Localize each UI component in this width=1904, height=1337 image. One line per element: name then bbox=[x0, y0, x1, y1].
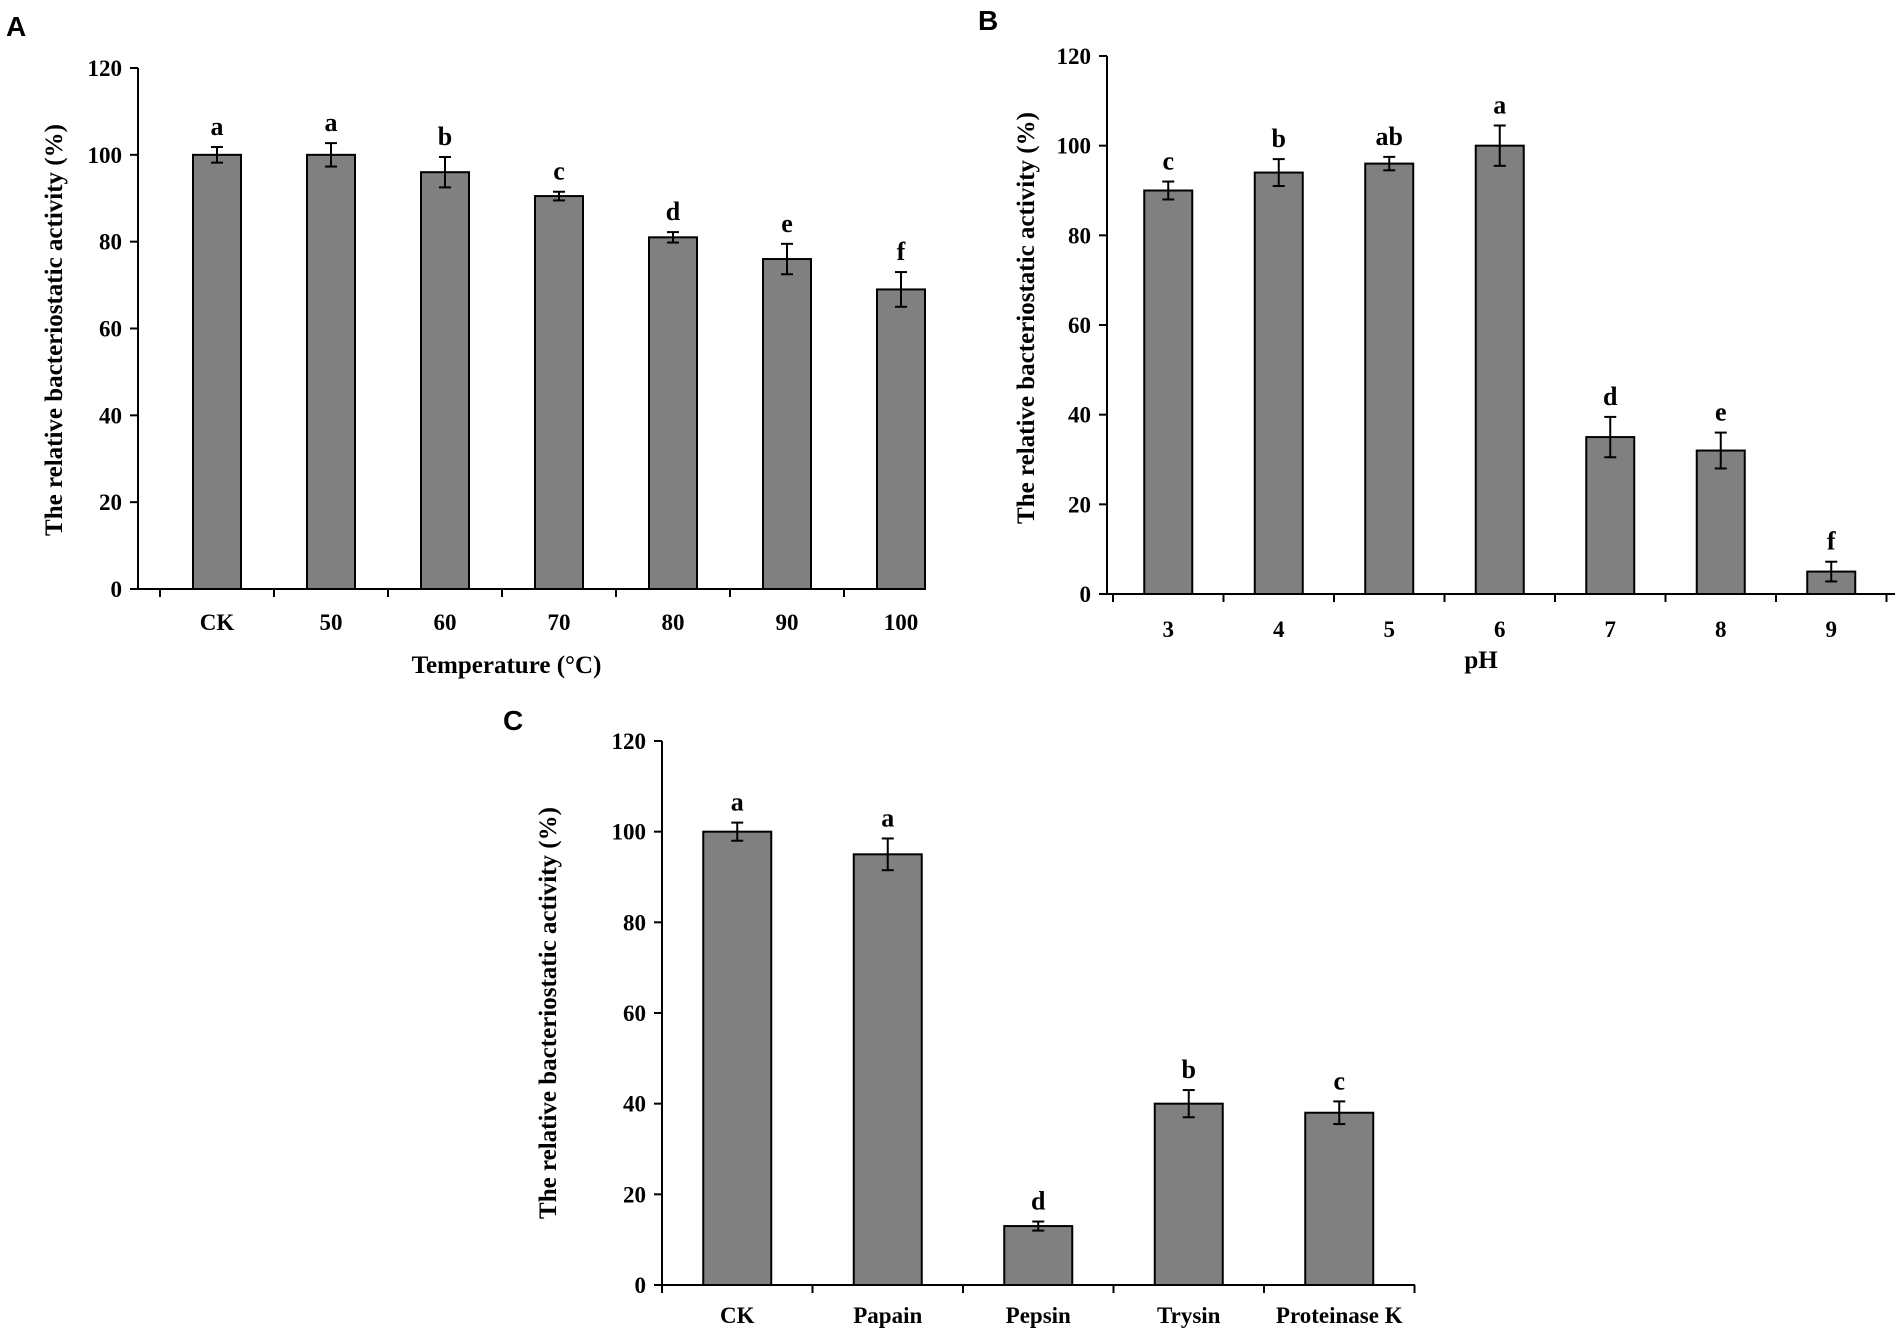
panel-a-x-tick-label: 100 bbox=[884, 610, 919, 635]
panel-b-y-tick-label: 100 bbox=[1057, 134, 1092, 159]
panel-c-bar bbox=[1003, 1225, 1074, 1286]
panel-c-significance-label: b bbox=[1182, 1055, 1196, 1084]
panel-c-x-tick-label: Proteinase K bbox=[1276, 1303, 1403, 1328]
panel-a-bar bbox=[306, 153, 356, 590]
panel-c-x-tick-label: Pepsin bbox=[1006, 1303, 1071, 1328]
panel-a-x-tick-label: 60 bbox=[434, 610, 457, 635]
panel-a-significance-label: e bbox=[781, 209, 793, 238]
panel-c-x-tick-label: Papain bbox=[853, 1303, 922, 1328]
panel-a-significance-label: f bbox=[897, 237, 906, 266]
panel-c-y-tick-label: 80 bbox=[623, 910, 646, 935]
panel-a-x-axis-title: Temperature (°C) bbox=[412, 652, 602, 679]
panel-c-x-tick-label: CK bbox=[720, 1303, 755, 1328]
panel-a-y-tick-label: 40 bbox=[99, 403, 122, 428]
panel-b-y-tick-label: 0 bbox=[1080, 582, 1092, 607]
panel-a-x-tick-label: CK bbox=[200, 610, 235, 635]
panel-b-y-axis-title: The relative bacteriostatic activity (%) bbox=[1013, 112, 1040, 524]
panel-c-y-tick-label: 120 bbox=[612, 729, 647, 754]
panel-b-significance-label: d bbox=[1603, 382, 1618, 411]
panel-c-x-tick-label: Trysin bbox=[1157, 1303, 1221, 1328]
panel-b: B 0 20 40 60 80 100 120 c 3 b 4 ab 5 a 6 d 7 e 8 f 9 The relat… bbox=[978, 5, 1895, 674]
panel-a-significance-label: a bbox=[325, 108, 338, 137]
panel-b-x-axis-title: pH bbox=[1464, 647, 1498, 674]
panel-a-bar bbox=[762, 258, 812, 590]
panel-b-bar bbox=[1364, 162, 1415, 595]
panel-c-significance-label: d bbox=[1031, 1187, 1046, 1216]
panel-c-bar bbox=[852, 853, 923, 1286]
panel-b-letter: B bbox=[978, 5, 998, 36]
panel-c-bar bbox=[702, 830, 773, 1287]
panel-c-y-tick-label: 0 bbox=[635, 1273, 647, 1298]
panel-b-y-tick-label: 60 bbox=[1068, 313, 1091, 338]
panel-a-y-tick-label: 120 bbox=[88, 56, 123, 81]
panel-c-letter: C bbox=[503, 705, 523, 736]
panel-b-y-tick-label: 40 bbox=[1068, 403, 1091, 428]
panel-a-x-tick-label: 80 bbox=[662, 610, 685, 635]
panel-a-significance-label: d bbox=[666, 197, 681, 226]
panel-a-bar bbox=[648, 236, 698, 590]
panel-c-y-tick-label: 100 bbox=[612, 820, 647, 845]
panel-b-x-tick-label: 5 bbox=[1384, 617, 1396, 642]
panel-a-y-tick-label: 20 bbox=[99, 490, 122, 515]
panel-b-bar bbox=[1695, 449, 1746, 595]
panel-b-x-tick-label: 6 bbox=[1494, 617, 1506, 642]
panel-a: A 0 20 40 60 80 100 120 a CK a 50 b 60 c 70 d 80 e 90 f 100 Th… bbox=[6, 11, 926, 679]
panel-b-bar bbox=[1253, 171, 1304, 595]
panel-a-letter: A bbox=[6, 11, 26, 42]
panel-c-y-tick-label: 60 bbox=[623, 1001, 646, 1026]
panel-c-significance-label: c bbox=[1333, 1066, 1345, 1095]
panel-b-x-tick-label: 7 bbox=[1605, 617, 1617, 642]
panel-a-bar bbox=[876, 288, 926, 590]
panel-b-significance-label: e bbox=[1715, 398, 1727, 427]
panel-c-significance-label: a bbox=[881, 803, 894, 832]
panel-c: C 0 20 40 60 80 100 120 a CK a Papain d Pepsin b Trysin… bbox=[503, 705, 1416, 1328]
panel-c-bar bbox=[1153, 1102, 1224, 1286]
panel-b-y-tick-label: 120 bbox=[1057, 44, 1092, 69]
panel-a-y-tick-label: 100 bbox=[88, 143, 123, 168]
panel-c-y-axis-title: The relative bacteriostatic activity (%) bbox=[535, 807, 562, 1219]
panel-a-bar bbox=[420, 171, 470, 590]
panel-a-y-axis-title: The relative bacteriostatic activity (%) bbox=[41, 124, 68, 536]
panel-b-significance-label: a bbox=[1493, 90, 1506, 119]
panel-c-significance-label: a bbox=[731, 788, 744, 817]
panel-a-bar bbox=[534, 195, 584, 590]
panel-b-significance-label: c bbox=[1162, 147, 1174, 176]
panel-b-significance-label: b bbox=[1272, 124, 1286, 153]
panel-c-y-tick-label: 40 bbox=[623, 1092, 646, 1117]
panel-b-x-tick-label: 4 bbox=[1273, 617, 1285, 642]
panel-c-y-tick-label: 20 bbox=[623, 1182, 646, 1207]
panel-a-significance-label: b bbox=[438, 122, 452, 151]
panel-a-x-tick-label: 70 bbox=[548, 610, 571, 635]
panel-b-significance-label: ab bbox=[1376, 122, 1403, 151]
panel-b-y-tick-label: 20 bbox=[1068, 492, 1091, 517]
panel-a-significance-label: a bbox=[211, 112, 224, 141]
panel-b-bar bbox=[1143, 189, 1194, 595]
panel-b-bar bbox=[1585, 436, 1636, 596]
panel-a-bar bbox=[192, 153, 242, 590]
panel-a-y-tick-label: 0 bbox=[111, 577, 123, 602]
panel-a-y-tick-label: 60 bbox=[99, 317, 122, 342]
panel-a-y-tick-label: 80 bbox=[99, 230, 122, 255]
panel-b-bar bbox=[1474, 144, 1525, 596]
panel-c-bar bbox=[1304, 1111, 1375, 1286]
panel-b-x-tick-label: 3 bbox=[1163, 617, 1175, 642]
panel-b-significance-label: f bbox=[1827, 527, 1836, 556]
panel-a-significance-label: c bbox=[553, 157, 565, 186]
panel-b-x-tick-label: 9 bbox=[1826, 617, 1838, 642]
panel-b-y-tick-label: 80 bbox=[1068, 223, 1091, 248]
panel-a-x-tick-label: 50 bbox=[320, 610, 343, 635]
panel-a-x-tick-label: 90 bbox=[776, 610, 799, 635]
panel-b-x-tick-label: 8 bbox=[1715, 617, 1727, 642]
